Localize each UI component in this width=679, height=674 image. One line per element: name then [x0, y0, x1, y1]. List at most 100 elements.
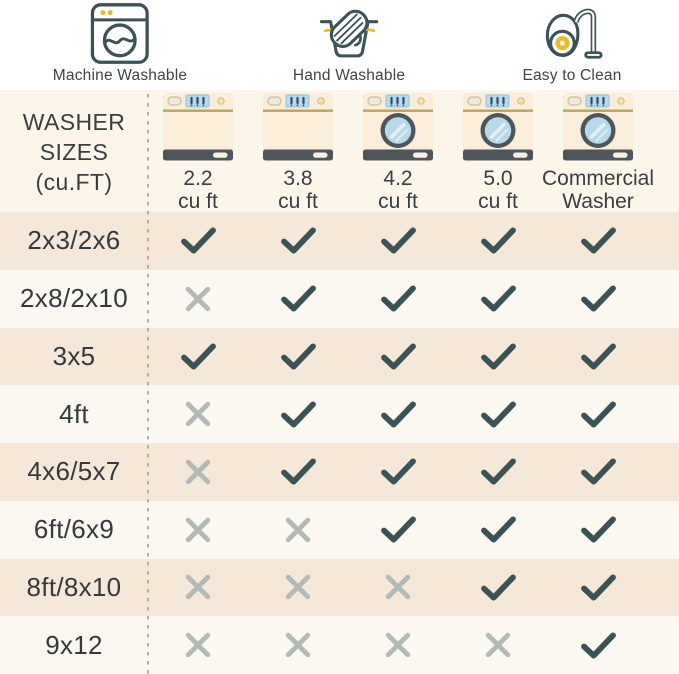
column-divider: [147, 94, 149, 674]
table-cell: [184, 285, 212, 313]
table-cell: [280, 226, 317, 255]
column-label-size: Commercial: [542, 167, 655, 190]
check-icon: [480, 343, 516, 370]
check-icon: [180, 227, 216, 254]
table-cell: [580, 400, 617, 429]
table-cell: [480, 342, 517, 371]
legend: Machine Washable Hand Washable Easy to C…: [0, 0, 679, 90]
cross-icon: [385, 575, 411, 600]
check-icon: [380, 343, 416, 370]
table-row: 6ft/6x9: [0, 500, 679, 559]
table-cell: [180, 342, 217, 371]
table-cell: [580, 284, 617, 313]
table-cell: [380, 226, 417, 255]
column-label-unit: cu ft: [178, 190, 218, 213]
check-icon: [480, 285, 516, 312]
table-cell: [184, 516, 212, 544]
table-cell: [280, 400, 317, 429]
table-row: 9x12: [0, 616, 679, 674]
check-icon: [280, 458, 316, 485]
column-label-unit: cu ft: [278, 190, 318, 213]
column-header: Commercial Washer: [542, 90, 654, 213]
table-cell: [280, 284, 317, 313]
legend-label: Machine Washable: [52, 67, 188, 84]
check-icon: [380, 285, 416, 312]
table-cell: [380, 515, 417, 544]
row-label: 3x5: [52, 340, 96, 371]
washer-icon-slot: [260, 93, 336, 165]
row-label: 2x3/2x6: [27, 225, 121, 256]
washer-front-load-icon: [563, 93, 633, 161]
washer-icon-slot: [460, 93, 536, 165]
row-label: 8ft/8x10: [26, 571, 122, 602]
legend-icon-slot: [541, 2, 603, 66]
column-label-unit: Washer: [562, 190, 634, 213]
table-cell: [184, 631, 212, 659]
cross-icon: [185, 459, 211, 485]
legend-item-hand-washable: Hand Washable: [293, 2, 405, 85]
legend-label: Hand Washable: [292, 67, 406, 84]
table-cell: [480, 400, 517, 429]
column-header: 2.2 cu ft: [160, 90, 236, 213]
corner-header: WASHER SIZES (cu.FT): [22, 108, 126, 195]
washer-icon-slot: [160, 93, 236, 165]
check-icon: [580, 227, 616, 254]
legend-icon-slot: [318, 2, 380, 66]
column-label: 3.8 cu ft: [278, 167, 318, 213]
check-icon: [380, 227, 416, 254]
cross-icon: [185, 575, 211, 600]
table-cell: [284, 631, 312, 659]
table-cell: [184, 400, 212, 428]
washer-front-load-icon: [463, 93, 533, 161]
check-icon: [280, 343, 316, 370]
table-cell: [184, 458, 212, 486]
hand-wash-icon: [320, 9, 379, 58]
cross-icon: [385, 632, 411, 658]
vacuum-icon: [545, 8, 603, 59]
column-label-unit: cu ft: [378, 190, 418, 213]
table-row: 8ft/8x10: [0, 558, 679, 617]
check-icon: [580, 574, 616, 601]
check-icon: [480, 516, 516, 543]
table-cell: [480, 515, 517, 544]
table-header-row: WASHER SIZES (cu.FT) 2.2 cu ft 3.8 cu ft: [0, 90, 679, 213]
check-icon: [480, 401, 516, 428]
column-label-size: 5.0: [483, 167, 513, 190]
legend-label: Easy to Clean: [522, 67, 622, 84]
cross-icon: [185, 401, 211, 427]
column-header: 5.0 cu ft: [460, 90, 536, 213]
column-header: 3.8 cu ft: [260, 90, 336, 213]
table-cell: [384, 631, 412, 659]
washer-front-load-icon: [363, 93, 433, 161]
table-cell: [380, 284, 417, 313]
check-icon: [580, 632, 616, 659]
washing-machine-icon: [90, 3, 149, 64]
column-label: 2.2 cu ft: [178, 167, 218, 213]
table-cell: [580, 342, 617, 371]
column-label: 4.2 cu ft: [378, 167, 418, 213]
table-cell: [580, 631, 617, 660]
legend-icon-slot: [89, 2, 151, 66]
check-icon: [580, 285, 616, 312]
column-label-unit: cu ft: [478, 190, 518, 213]
table-cell: [480, 457, 517, 486]
table-cell: [280, 457, 317, 486]
check-icon: [580, 516, 616, 543]
cross-icon: [185, 632, 211, 658]
check-icon: [280, 401, 316, 428]
row-label: 2x8/2x10: [20, 283, 128, 314]
washer-icon-slot: [560, 93, 636, 165]
rows-container: 2x3/2x6 2x8/2x10 3x5 4ft: [0, 212, 679, 674]
check-icon: [280, 227, 316, 254]
check-icon: [480, 458, 516, 485]
legend-item-easy-to-clean: Easy to Clean: [522, 2, 621, 85]
table-cell: [380, 400, 417, 429]
table-cell: [484, 631, 512, 659]
check-icon: [480, 227, 516, 254]
table-row: 2x8/2x10: [0, 269, 679, 328]
table-cell: [480, 573, 517, 602]
table-cell: [580, 226, 617, 255]
table-cell: [280, 342, 317, 371]
table-cell: [480, 226, 517, 255]
